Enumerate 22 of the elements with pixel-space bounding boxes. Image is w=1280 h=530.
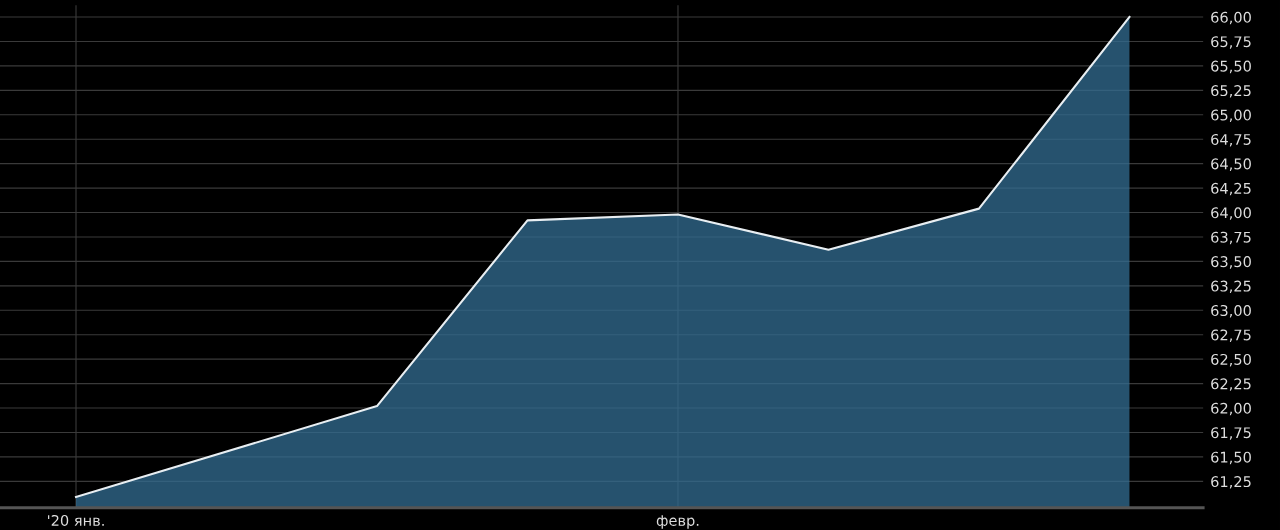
y-tick-label: 63,50	[1211, 256, 1251, 269]
y-tick-label: 66,00	[1211, 11, 1251, 25]
y-tick-label: 61,50	[1211, 451, 1251, 465]
y-tick-label: 62,50	[1211, 353, 1251, 367]
y-tick-label: 63,25	[1211, 280, 1251, 294]
x-tick-label: '20 янв.	[48, 514, 104, 526]
y-tick-label: 64,25	[1211, 182, 1251, 196]
y-tick-label: 64,00	[1211, 207, 1251, 220]
y-tick-label: 64,50	[1211, 158, 1251, 171]
y-tick-label: 64,75	[1211, 133, 1251, 147]
x-tick-label: февр.	[656, 515, 699, 529]
y-tick-label: 62,25	[1211, 378, 1251, 391]
y-tick-label: 65,50	[1211, 60, 1251, 74]
y-tick-label: 63,75	[1211, 231, 1251, 245]
y-tick-label: 61,75	[1211, 427, 1251, 440]
y-tick-label: 63,00	[1211, 305, 1251, 318]
y-tick-label: 65,25	[1211, 85, 1251, 98]
y-tick-label: 62,00	[1211, 402, 1251, 416]
y-tick-label: 62,75	[1211, 329, 1251, 342]
y-tick-label: 65,00	[1211, 109, 1251, 123]
y-tick-label: 61,25	[1211, 476, 1251, 489]
y-tick-label: 65,75	[1211, 36, 1251, 49]
